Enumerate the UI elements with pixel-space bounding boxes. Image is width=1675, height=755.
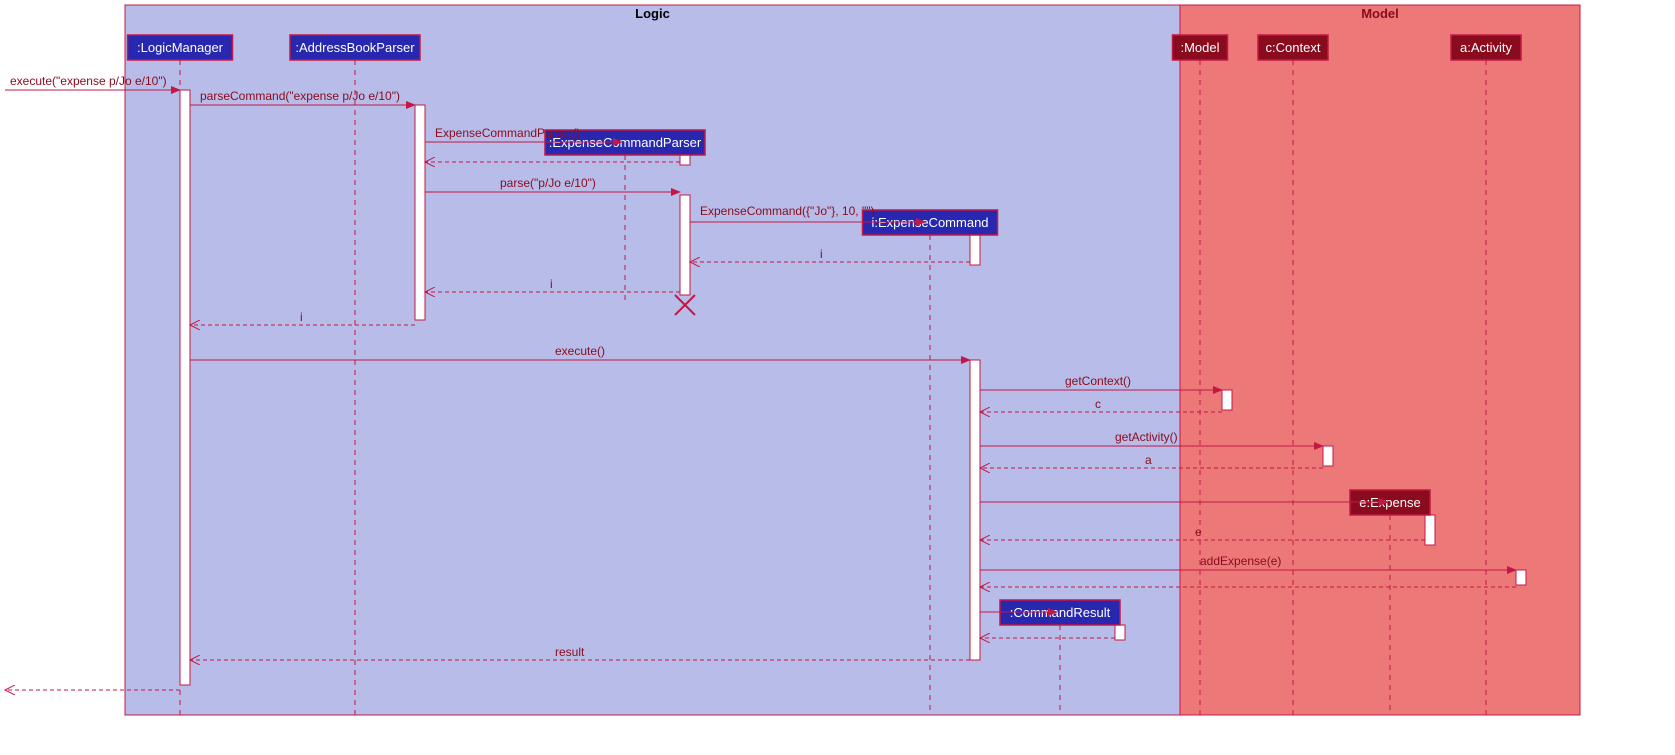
activation-ec-5	[970, 360, 980, 660]
message-label-20: result	[555, 645, 585, 659]
message-label-0: execute("expense p/Jo e/10")	[10, 74, 167, 88]
activation-exp-8	[1425, 515, 1435, 545]
box-model	[1180, 5, 1580, 715]
participant-label-mdl: :Model	[1180, 40, 1219, 55]
message-label-1: parseCommand("expense p/Jo e/10")	[200, 89, 400, 103]
message-label-12: getActivity()	[1115, 430, 1178, 444]
message-label-13: a	[1145, 453, 1152, 467]
activation-ec-4	[970, 235, 980, 265]
message-label-15: e	[1195, 525, 1202, 539]
message-label-11: c	[1095, 397, 1101, 411]
sequence-diagram: Logic Model :LogicManager :AddressBookParse…	[0, 0, 1675, 755]
box-title-model: Model	[1361, 6, 1399, 21]
message-label-8: i	[300, 310, 303, 324]
activation-ctx-7	[1323, 446, 1333, 466]
message-label-9: execute()	[555, 344, 605, 358]
message-label-5: ExpenseCommand({"Jo"}, 10, "")	[700, 204, 874, 218]
activation-act-9	[1516, 570, 1526, 585]
activation-ecp-3	[680, 195, 690, 295]
participant-label-ctx: c:Context	[1266, 40, 1321, 55]
participant-label-abp: :AddressBookParser	[295, 40, 415, 55]
activation-abp-1	[415, 105, 425, 320]
participant-label-lm: :LogicManager	[137, 40, 224, 55]
message-label-10: getContext()	[1065, 374, 1131, 388]
message-label-6: i	[820, 247, 823, 261]
activation-mdl-6	[1222, 390, 1232, 410]
message-label-7: i	[550, 277, 553, 291]
message-label-16: addExpense(e)	[1200, 554, 1281, 568]
message-label-4: parse("p/Jo e/10")	[500, 176, 596, 190]
activation-ecp-2	[680, 155, 690, 165]
message-label-2: ExpenseCommandParser()	[435, 126, 580, 140]
activation-cr-10	[1115, 625, 1125, 640]
box-title-logic: Logic	[635, 6, 670, 21]
activation-lm-0	[180, 90, 190, 685]
participant-label-act: a:Activity	[1460, 40, 1513, 55]
